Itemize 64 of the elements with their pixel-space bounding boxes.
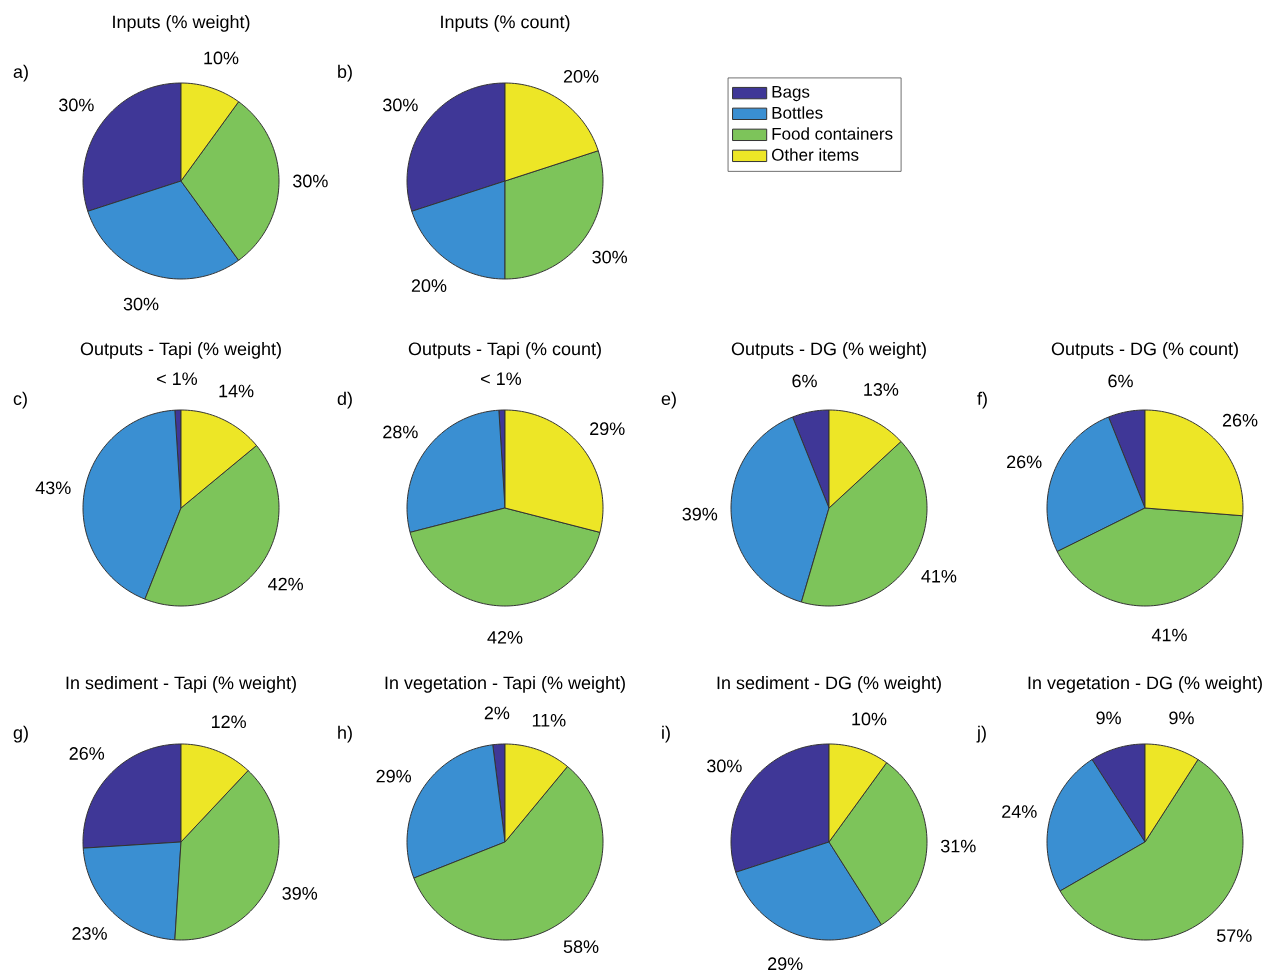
data-label: 26% — [69, 747, 105, 760]
text: b) — [338, 64, 352, 82]
data-label: 57% — [1216, 929, 1252, 942]
data-label: 20% — [411, 279, 447, 293]
data-label: 24% — [1002, 805, 1037, 818]
text: g) — [13, 725, 28, 743]
text: d) — [337, 391, 352, 409]
chart-title: Outputs - Tapi (% count) — [408, 342, 601, 359]
data-label: 58% — [563, 940, 599, 954]
data-label: 42% — [268, 577, 304, 591]
data-label: 29% — [590, 422, 625, 436]
text: i) — [662, 725, 670, 743]
data-label: 30% — [293, 174, 328, 188]
data-label: 30% — [383, 98, 418, 112]
legend-label: Bottles — [772, 106, 823, 119]
data-label: 30% — [592, 250, 628, 264]
legend-label: Bags — [772, 85, 810, 102]
data-label: 31% — [940, 839, 976, 853]
data-label: 26% — [1222, 413, 1258, 427]
data-label: < 1% — [481, 372, 522, 385]
legend-label: Other items — [772, 148, 859, 161]
data-label: < 1% — [157, 372, 198, 385]
legend-label: Food containers — [772, 127, 893, 140]
data-label: 41% — [921, 569, 957, 583]
data-label: 20% — [563, 69, 599, 83]
data-label: 43% — [35, 481, 71, 495]
chart-title: Outputs - DG (% count) — [1051, 342, 1238, 359]
text: c) — [13, 391, 27, 409]
data-label: 42% — [487, 631, 523, 644]
data-label: 9% — [1096, 711, 1121, 725]
chart-title: In sediment - Tapi (% weight) — [66, 676, 296, 693]
chart-title: Outputs - Tapi (% weight) — [80, 342, 281, 359]
data-label: 9% — [1169, 711, 1194, 725]
data-label: 6% — [792, 374, 817, 388]
data-label: 39% — [682, 507, 718, 521]
chart-title: In sediment - DG (% weight) — [717, 676, 941, 693]
data-label: 41% — [1151, 628, 1187, 642]
chart-title: Inputs (% weight) — [113, 15, 250, 32]
chart-title: Inputs (% count) — [441, 15, 570, 32]
text: f) — [977, 391, 987, 409]
data-label: 6% — [1108, 374, 1133, 388]
data-label: 29% — [376, 769, 412, 783]
data-label: 10% — [204, 51, 239, 65]
data-label: 29% — [768, 957, 803, 970]
data-label: 10% — [852, 712, 887, 726]
chart-title: In vegetation - DG (% weight) — [1028, 676, 1262, 693]
data-label: 11% — [532, 713, 566, 727]
text: j) — [976, 725, 986, 743]
data-label: 23% — [72, 927, 107, 940]
text: h) — [338, 725, 352, 743]
data-label: 12% — [211, 715, 246, 729]
chart-title: Outputs - DG (% weight) — [731, 342, 926, 359]
data-label: 30% — [123, 297, 159, 311]
data-label: 30% — [707, 759, 742, 773]
data-label: 28% — [383, 425, 418, 439]
text: a) — [13, 64, 28, 82]
text: e) — [661, 391, 676, 409]
data-label: 14% — [219, 384, 254, 398]
chart-title: In vegetation - Tapi (% weight) — [385, 676, 625, 693]
data-label: 30% — [59, 98, 94, 112]
data-label: 13% — [864, 383, 899, 396]
data-label: 26% — [1007, 455, 1042, 469]
data-label: 2% — [484, 706, 510, 720]
data-label: 39% — [282, 886, 318, 900]
